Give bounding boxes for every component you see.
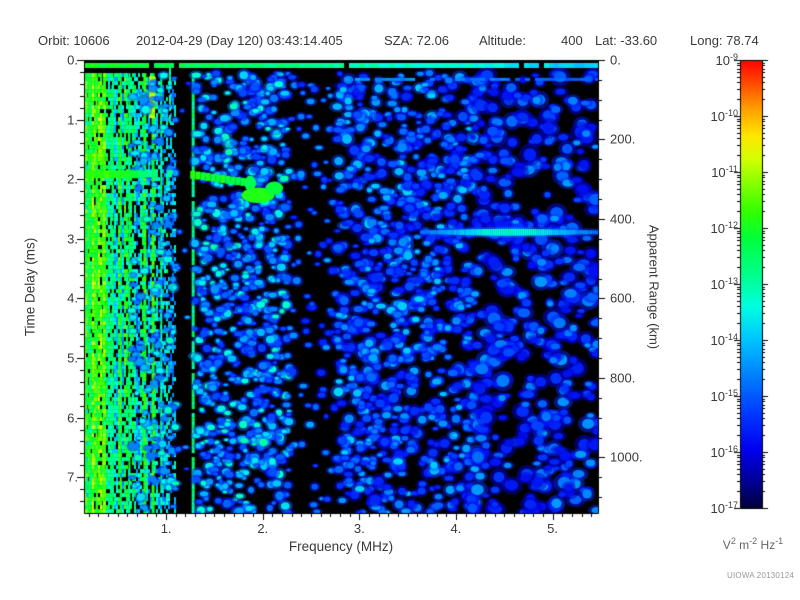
- colorbar-tick-label: 10-12: [710, 219, 738, 237]
- y-tick-label: 1.: [67, 112, 78, 128]
- y2-tick-label: 200.: [610, 131, 636, 147]
- header-orbit: Orbit: 10606: [38, 33, 110, 48]
- colorbar-tick-label: 10-9: [715, 51, 738, 69]
- x-axis-title: Frequency (MHz): [288, 539, 394, 554]
- header-altitude-value: 400: [561, 33, 583, 48]
- colorbar-tick-label: 10-14: [710, 331, 738, 349]
- colorbar-tick-label: 10-17: [710, 499, 738, 517]
- header-long: Long: 78.74: [690, 33, 759, 48]
- y2-tick-label: 400.: [610, 211, 636, 227]
- colorbar-tick-label: 10-11: [711, 163, 738, 181]
- y2-tick-label: 800.: [610, 370, 636, 386]
- y-tick-label: 5.: [67, 350, 78, 366]
- y-tick-label: 2.: [67, 171, 78, 187]
- y-tick-label: 4.: [67, 290, 78, 306]
- colorbar-tick-label: 10-16: [710, 443, 738, 461]
- x-tick-label: 4.: [450, 521, 462, 536]
- x-tick-label: 3.: [353, 521, 365, 536]
- x-tick-label: 1.: [160, 521, 172, 536]
- colorbar-unit-label: V2 m-2 Hz-1: [722, 536, 784, 552]
- header-datetime: 2012-04-29 (Day 120) 03:43:14.405: [136, 33, 343, 48]
- y-tick-label: 0.: [67, 52, 78, 68]
- y2-tick-label: 0.: [610, 52, 621, 68]
- x-tick-label: 5.: [547, 521, 558, 536]
- y2-tick-label: 1000.: [610, 449, 643, 465]
- colorbar-tick-label: 10-13: [710, 275, 738, 293]
- y-tick-label: 6.: [67, 410, 78, 426]
- colorbar-tick-label: 10-15: [710, 387, 738, 405]
- x-tick-label: 2.: [257, 521, 269, 536]
- colorbar-tick-label: 10-10: [710, 107, 738, 125]
- y-tick-label: 7.: [67, 469, 78, 485]
- y-tick-label: 3.: [67, 231, 78, 247]
- y2-tick-label: 600.: [610, 290, 636, 306]
- credit-text: UIOWA 20130124: [727, 571, 794, 580]
- y-axis-title: Time Delay (ms): [22, 237, 38, 337]
- header-sza: SZA: 72.06: [384, 33, 450, 48]
- y2-axis-title: Apparent Range (km): [646, 224, 662, 350]
- header-lat: Lat: -33.60: [595, 33, 658, 48]
- header-altitude-label: Altitude:: [479, 33, 526, 48]
